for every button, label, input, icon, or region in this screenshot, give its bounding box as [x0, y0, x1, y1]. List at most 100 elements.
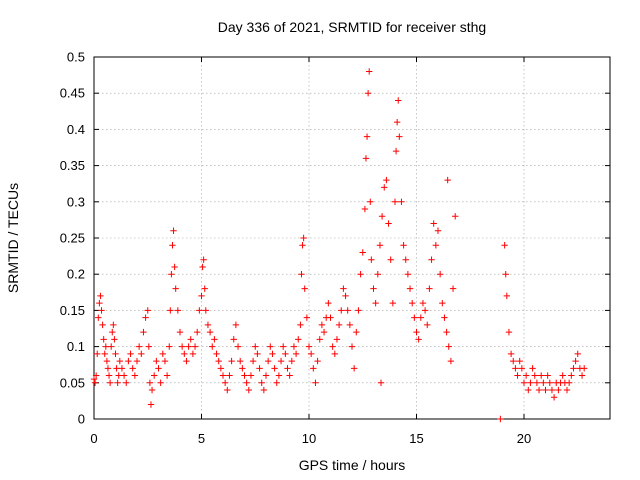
data-point — [444, 176, 451, 184]
data-point — [96, 299, 103, 307]
data-point — [527, 379, 534, 386]
data-point — [344, 307, 351, 314]
data-point — [548, 386, 556, 394]
data-point — [282, 350, 289, 358]
data-point — [361, 205, 369, 213]
data-point — [103, 357, 111, 365]
data-point — [92, 372, 100, 379]
data-point — [172, 285, 179, 292]
data-point — [159, 350, 166, 358]
chart-title: Day 336 of 2021, SRMTID for receiver sth… — [218, 19, 486, 35]
data-point — [391, 198, 399, 205]
data-point — [385, 220, 392, 227]
data-point — [430, 220, 437, 227]
x-axis-label: GPS time / hours — [299, 457, 406, 473]
data-point — [155, 365, 162, 372]
y-tick-label: 0.1 — [67, 339, 85, 354]
axis-ticks: 0 0.05 0.1 0.15 0.2 0.25 0.3 0.35 0.4 0.45 0.5 0 5 10… — [60, 50, 610, 446]
data-point — [295, 336, 302, 343]
y-tick-label: 0.4 — [67, 122, 85, 137]
data-point — [376, 242, 384, 249]
data-point — [404, 271, 412, 278]
data-point — [357, 271, 364, 278]
data-point — [441, 314, 448, 321]
data-point — [538, 372, 545, 379]
data-point — [331, 350, 338, 358]
y-tick-label: 0.15 — [60, 303, 85, 318]
data-point — [286, 372, 293, 379]
data-point — [353, 328, 360, 336]
data-point — [185, 343, 192, 350]
data-point — [215, 357, 222, 365]
data-point — [171, 263, 178, 271]
data-point — [516, 357, 523, 365]
data-point — [102, 343, 110, 350]
data-point — [99, 321, 106, 329]
y-tick-label: 0.35 — [60, 158, 85, 173]
data-point — [421, 307, 429, 314]
data-point — [364, 90, 372, 97]
x-tick-label: 0 — [90, 431, 97, 446]
data-point — [284, 365, 291, 372]
data-point — [568, 372, 575, 379]
data-point — [535, 386, 543, 394]
data-point — [518, 365, 526, 372]
data-point — [531, 372, 538, 379]
data-point — [194, 328, 201, 336]
data-point — [277, 357, 285, 365]
data-point — [201, 285, 208, 292]
data-point — [383, 176, 390, 184]
data-point — [264, 357, 272, 365]
data-point — [559, 372, 566, 379]
data-point — [436, 271, 444, 278]
data-point — [329, 343, 336, 350]
data-point — [307, 350, 315, 358]
data-point — [400, 242, 407, 249]
data-point — [413, 328, 420, 336]
data-point — [355, 307, 362, 314]
data-point — [142, 314, 149, 321]
data-point — [166, 343, 173, 350]
data-point — [320, 328, 328, 336]
data-point — [267, 343, 274, 350]
x-tick-label: 15 — [409, 431, 423, 446]
y-tick-label: 0.45 — [60, 86, 85, 101]
data-point — [206, 328, 214, 336]
data-point — [135, 343, 143, 350]
data-point — [533, 379, 541, 386]
data-point — [398, 198, 405, 205]
data-point — [316, 336, 323, 343]
data-point — [144, 307, 151, 314]
data-point — [237, 357, 244, 365]
data-point — [161, 357, 169, 365]
data-point — [432, 242, 440, 249]
data-point — [449, 285, 457, 292]
data-point — [120, 372, 128, 379]
y-tick-label: 0.5 — [67, 50, 85, 65]
data-point — [247, 372, 255, 379]
data-point — [367, 198, 374, 205]
data-point — [303, 314, 311, 321]
data-point — [301, 285, 308, 292]
data-point — [114, 379, 121, 386]
data-point — [110, 321, 117, 329]
data-point — [555, 386, 562, 394]
data-point — [544, 372, 551, 379]
data-point — [245, 386, 252, 394]
data-point — [100, 336, 107, 343]
data-point — [447, 357, 455, 365]
data-point — [297, 321, 304, 329]
data-point — [105, 372, 113, 379]
data-point — [292, 350, 300, 358]
data-point — [104, 365, 112, 372]
data-point — [503, 292, 510, 300]
data-point — [183, 357, 190, 365]
data-point — [113, 365, 120, 372]
data-point — [198, 292, 205, 300]
data-point — [213, 350, 220, 358]
data-point — [312, 379, 319, 386]
data-point — [310, 365, 317, 372]
data-point — [387, 256, 394, 263]
data-point — [243, 379, 250, 386]
data-point — [346, 321, 354, 329]
